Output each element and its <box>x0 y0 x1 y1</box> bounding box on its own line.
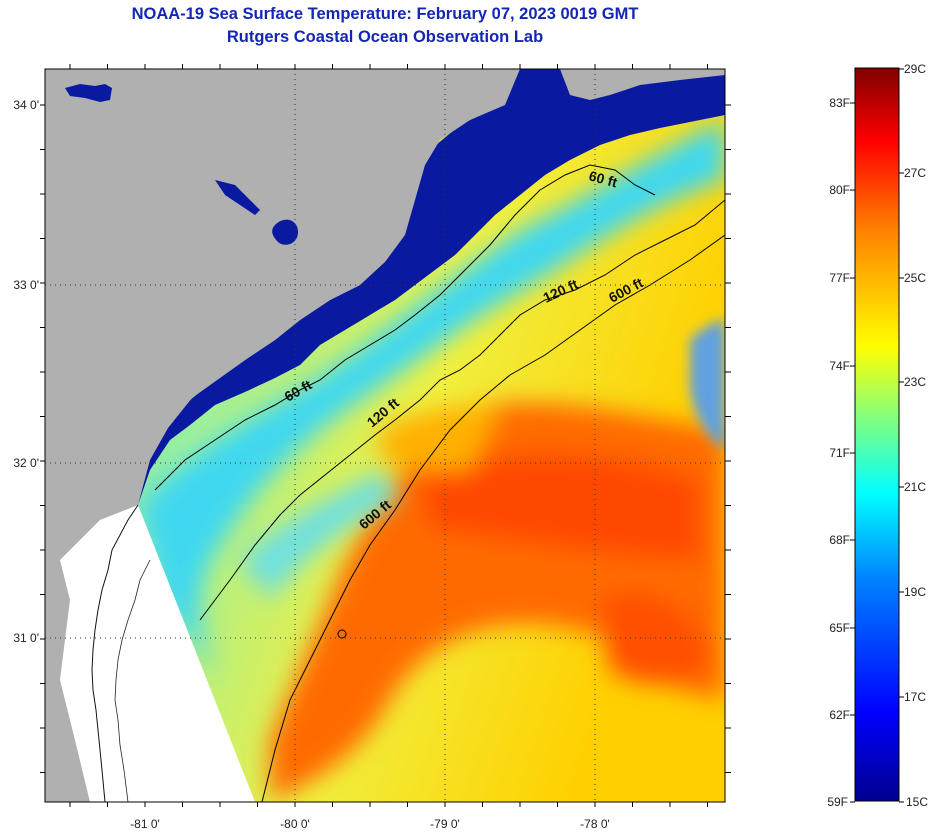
contour-60ft <box>154 164 656 491</box>
coastline <box>91 504 139 802</box>
contour-600ft <box>261 234 725 802</box>
colorbar-scale <box>854 67 900 802</box>
shelf-water-region <box>140 120 725 680</box>
celsius-label: 17C <box>904 690 926 704</box>
lake <box>272 219 298 245</box>
cloud-speckle-region <box>690 320 725 450</box>
fahrenheit-label: 77F <box>829 271 850 285</box>
no-data-swath <box>60 505 255 802</box>
land-area-northeast <box>560 69 725 100</box>
lon-label: -79 0' <box>430 817 460 831</box>
lake <box>65 84 112 102</box>
contour-120ft <box>199 199 725 621</box>
fahrenheit-label: 74F <box>829 359 850 373</box>
fahrenheit-label: 83F <box>829 96 850 110</box>
land-area-south <box>45 505 138 560</box>
graticule <box>45 69 725 802</box>
map-title: NOAA-19 Sea Surface Temperature: Februar… <box>131 5 639 23</box>
celsius-label: 21C <box>904 480 926 494</box>
axis-ticks <box>40 64 731 807</box>
celsius-label: 25C <box>904 271 926 285</box>
lat-label: 31 0' <box>13 631 39 645</box>
fahrenheit-label: 65F <box>829 621 850 635</box>
lat-label: 33 0' <box>13 278 39 292</box>
fahrenheit-label: 59F <box>827 795 848 809</box>
celsius-label: 15C <box>906 795 928 809</box>
lake <box>215 180 260 215</box>
lat-label: 34 0' <box>13 98 39 112</box>
coastline-islands <box>114 559 151 802</box>
land-area <box>45 69 520 505</box>
celsius-label: 27C <box>904 166 926 180</box>
lon-label: -78 0' <box>580 817 610 831</box>
celsius-label: 23C <box>904 375 926 389</box>
seamount-marker <box>337 629 347 639</box>
lon-label: -80 0' <box>280 817 310 831</box>
colorbar-ticks <box>850 68 904 803</box>
celsius-label: 29C <box>904 62 926 76</box>
fahrenheit-label: 62F <box>829 708 850 722</box>
map-subtitle: Rutgers Coastal Ocean Observation Lab <box>226 28 544 46</box>
map-frame <box>44 68 726 803</box>
lon-label: -81 0' <box>130 817 160 831</box>
cold-nearshore-water <box>138 69 725 505</box>
fahrenheit-label: 71F <box>829 446 850 460</box>
fahrenheit-label: 68F <box>829 533 850 547</box>
lat-label: 32 0' <box>13 456 39 470</box>
land-area-southwest <box>45 560 90 802</box>
celsius-label: 19C <box>904 585 926 599</box>
fahrenheit-label: 80F <box>829 183 850 197</box>
